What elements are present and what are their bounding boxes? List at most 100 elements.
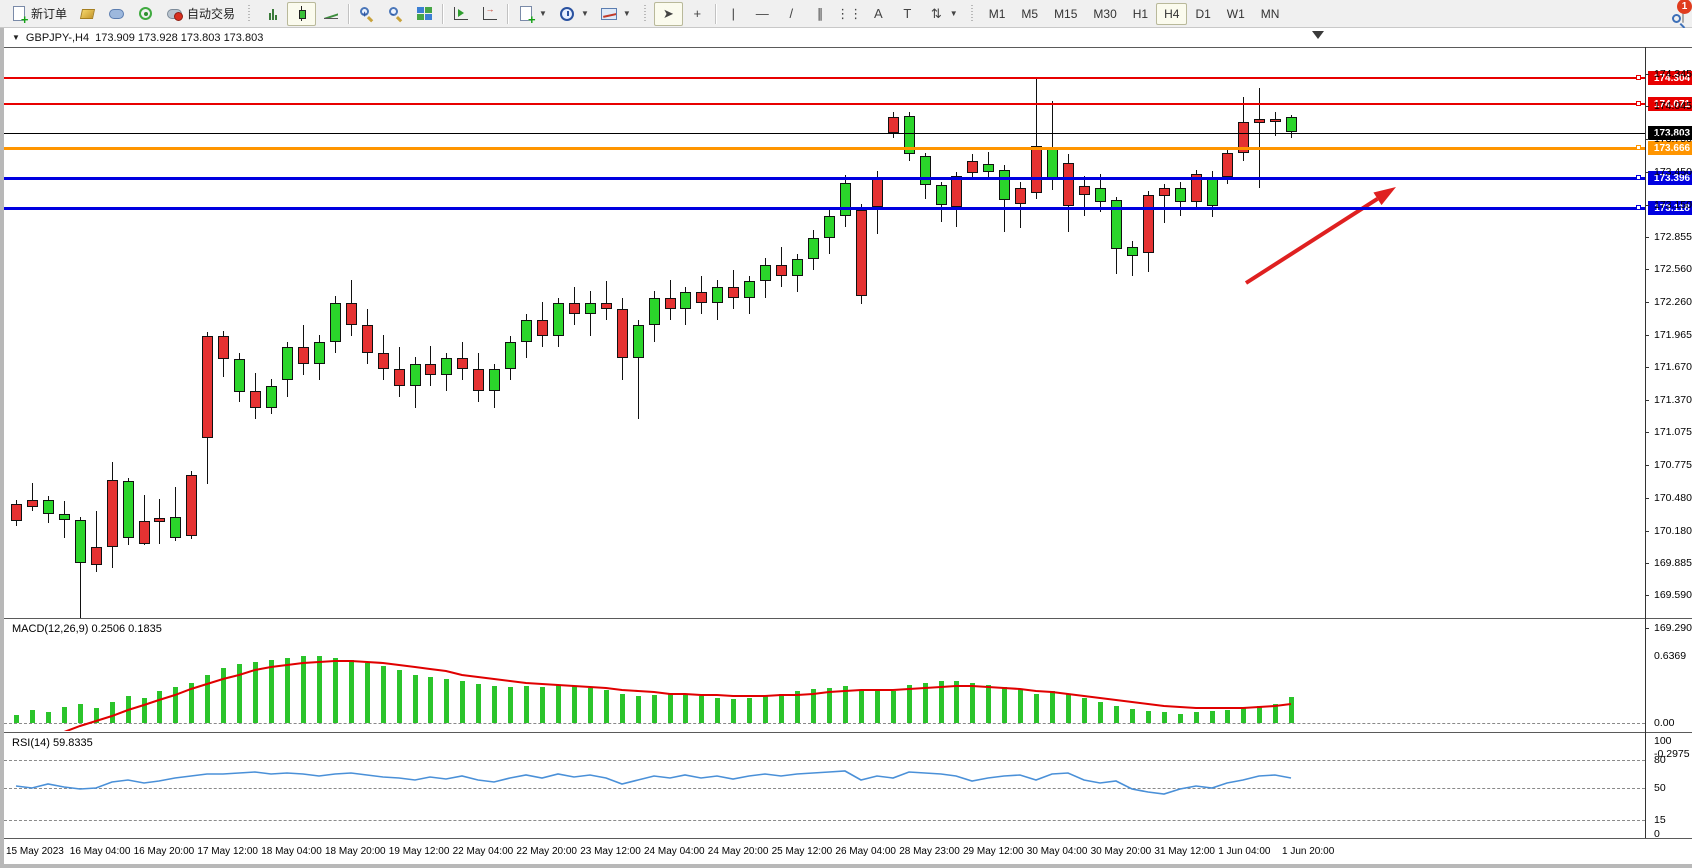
horizontal-level-line[interactable] xyxy=(4,177,1645,180)
candle-body xyxy=(872,179,883,207)
history-center-button[interactable] xyxy=(73,2,102,26)
new-order-button[interactable]: 新订单 xyxy=(4,2,73,26)
line-anchor-marker[interactable] xyxy=(1636,175,1641,180)
candle-body xyxy=(410,364,421,386)
macd-histogram-bar xyxy=(460,681,465,723)
candle-body xyxy=(1079,186,1090,195)
macd-panel[interactable]: MACD(12,26,9) 0.2506 0.1835 xyxy=(4,620,1645,731)
macd-histogram-bar xyxy=(891,691,896,723)
horizontal-level-line[interactable] xyxy=(4,77,1645,79)
line-anchor-marker[interactable] xyxy=(1636,101,1641,106)
candlestick-chart-button[interactable] xyxy=(287,1,317,26)
candle-wick xyxy=(1036,78,1037,199)
auto-trading-button[interactable]: 自动交易 xyxy=(160,2,241,26)
trend-line-button[interactable]: / xyxy=(777,2,806,26)
price-tick-label: 171.965 xyxy=(1654,329,1692,341)
macd-histogram-bar xyxy=(620,694,625,723)
collapse-icon[interactable]: ▼ xyxy=(12,33,20,42)
candle-body xyxy=(170,517,181,538)
price-tick-label: 172.260 xyxy=(1654,296,1692,308)
candlestick-chart-icon xyxy=(293,5,310,22)
zoom-in-button[interactable]: + xyxy=(352,2,381,26)
time-axis-label: 1 Jun 04:00 xyxy=(1218,846,1271,857)
line-anchor-marker[interactable] xyxy=(1636,145,1641,150)
text-button[interactable]: A xyxy=(864,2,893,26)
vertical-line-button[interactable]: | xyxy=(719,2,748,26)
macd-histogram-bar xyxy=(413,675,418,723)
timeframe-m5[interactable]: M5 xyxy=(1021,6,1039,21)
macd-histogram-bar xyxy=(636,696,641,723)
new-chart-button[interactable]: ▼ xyxy=(511,2,553,26)
timeframe-m15[interactable]: M15 xyxy=(1054,6,1078,21)
chart-shift-marker[interactable] xyxy=(1312,31,1324,39)
horizontal-level-line[interactable] xyxy=(4,147,1645,150)
timeframe-m30[interactable]: M30 xyxy=(1093,6,1117,21)
candle-body xyxy=(983,164,994,172)
macd-axis-label: 0.00 xyxy=(1654,717,1675,729)
macd-histogram-bar xyxy=(1146,711,1151,723)
cursor-button[interactable]: ➤ xyxy=(653,1,683,26)
chart-shift-button[interactable] xyxy=(475,2,504,26)
macd-histogram-bar xyxy=(1002,687,1007,723)
price-tick-label: 173.150 xyxy=(1654,199,1692,211)
candle-body xyxy=(951,176,962,207)
horizontal-level-line[interactable] xyxy=(4,133,1645,134)
macd-histogram-bar xyxy=(747,698,752,723)
auto-scroll-button[interactable] xyxy=(446,2,475,26)
arrows-button[interactable]: ⇅ ▼ xyxy=(922,2,964,26)
macd-histogram-bar xyxy=(221,668,226,723)
timeframe-h1[interactable]: H1 xyxy=(1132,6,1149,21)
auto-scroll-icon xyxy=(452,5,469,22)
toolbar-grip[interactable] xyxy=(969,4,975,23)
candle-body xyxy=(537,320,548,336)
toolbar-grip[interactable] xyxy=(642,4,648,23)
candle-body xyxy=(1222,153,1233,177)
zoom-out-button[interactable]: - xyxy=(381,2,410,26)
candle-body xyxy=(91,547,102,565)
main-chart-plot[interactable] xyxy=(4,47,1645,618)
macd-histogram-bar xyxy=(1034,694,1039,723)
bar-chart-button[interactable] xyxy=(258,2,287,26)
timeframe-m1[interactable]: M1 xyxy=(988,6,1006,21)
candle-body xyxy=(888,117,899,133)
macd-histogram-bar xyxy=(1210,711,1215,723)
macd-histogram-bar xyxy=(62,707,67,723)
history-icon xyxy=(79,5,96,22)
time-axis-label: 18 May 04:00 xyxy=(261,846,322,857)
horizontal-level-line[interactable] xyxy=(4,207,1645,210)
fibonacci-button[interactable]: ⋮⋮ xyxy=(835,2,864,26)
toolbar-grip[interactable] xyxy=(247,4,253,23)
line-chart-button[interactable] xyxy=(316,2,345,26)
timeframe-h4[interactable]: H4 xyxy=(1156,2,1188,25)
rsi-axis-label: 100 xyxy=(1654,735,1672,747)
horizontal-line-button[interactable]: — xyxy=(748,2,777,26)
macd-histogram-bar xyxy=(317,656,322,723)
rsi-panel[interactable]: RSI(14) 59.8335 xyxy=(4,734,1645,838)
horizontal-level-line[interactable] xyxy=(4,103,1645,105)
tile-windows-button[interactable] xyxy=(410,2,439,26)
time-axis[interactable]: 15 May 2023 16 May 04:00 16 May 20:00 17 Ma… xyxy=(4,840,1692,864)
chat-icon[interactable]: 1 xyxy=(1677,0,1692,23)
periods-button[interactable]: ▼ xyxy=(553,2,595,26)
price-tick-label: 171.075 xyxy=(1654,426,1692,438)
candle-body xyxy=(75,520,86,563)
macd-histogram-bar xyxy=(1082,698,1087,723)
macd-histogram-bar xyxy=(78,704,83,723)
timeframe-d1[interactable]: D1 xyxy=(1195,6,1211,21)
indicators-button[interactable]: ▼ xyxy=(595,2,637,26)
line-anchor-marker[interactable] xyxy=(1636,205,1641,210)
candle-body xyxy=(967,161,978,173)
rsi-axis-label: 80 xyxy=(1654,754,1666,766)
candle-wick xyxy=(1052,101,1053,190)
crosshair-button[interactable]: + xyxy=(683,2,712,26)
publisher-button[interactable] xyxy=(102,2,131,26)
equidistant-channel-button[interactable]: ∥ xyxy=(806,2,835,26)
macd-histogram-bar xyxy=(349,660,354,723)
signals-button[interactable] xyxy=(131,2,160,26)
candle-body xyxy=(441,358,452,375)
timeframe-mn[interactable]: MN xyxy=(1260,6,1280,21)
line-anchor-marker[interactable] xyxy=(1636,75,1641,80)
text-label-button[interactable]: T xyxy=(893,2,922,26)
timeframe-w1[interactable]: W1 xyxy=(1226,6,1245,21)
candle-body xyxy=(362,325,373,353)
